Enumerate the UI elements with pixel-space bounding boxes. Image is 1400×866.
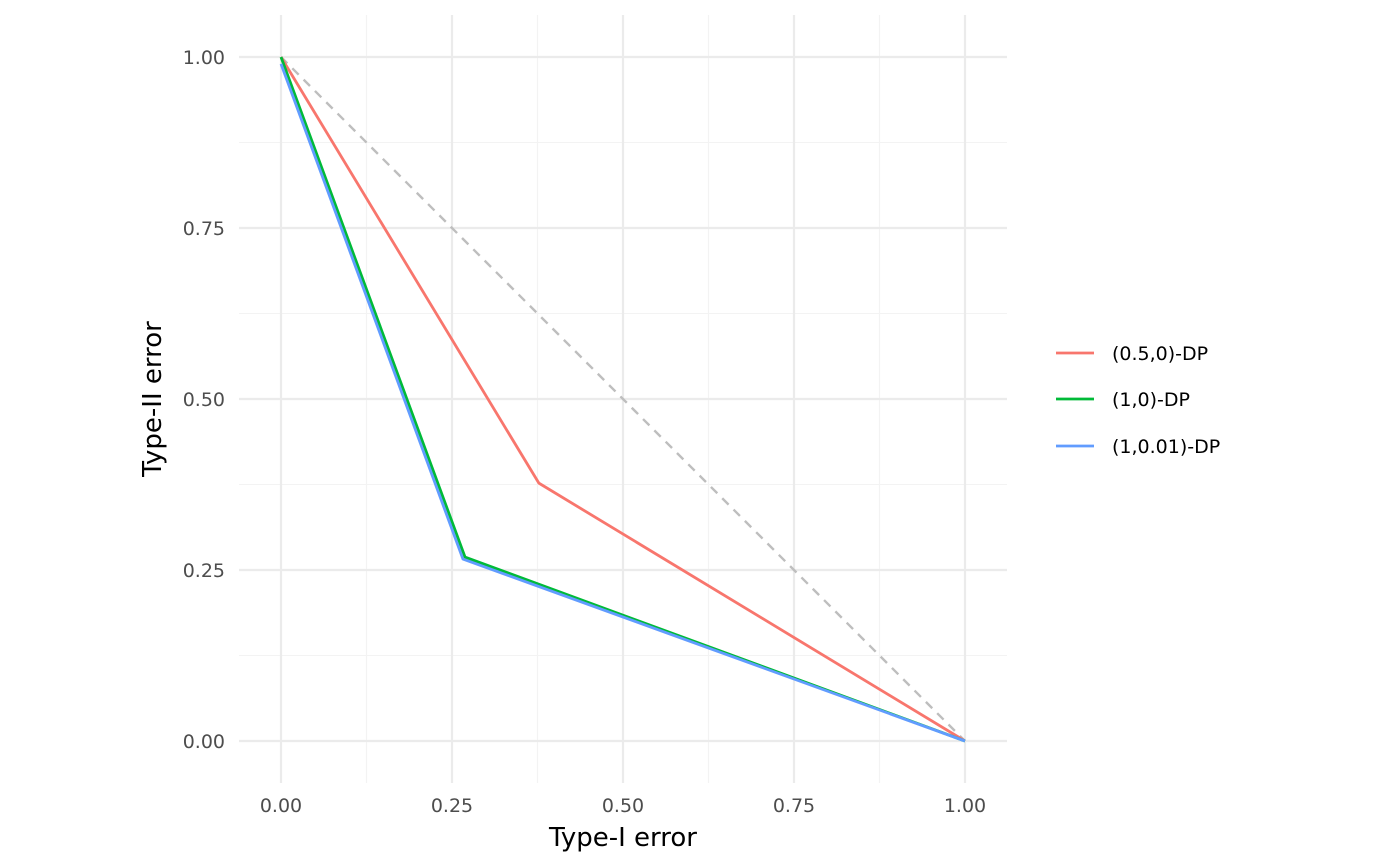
reference-diagonal-line	[280, 56, 966, 742]
y-tick-label: 0.25	[183, 560, 225, 582]
y-tick-label: 0.00	[183, 731, 225, 753]
x-tick-label: 0.25	[431, 795, 473, 817]
y-tick-labels: 0.00 0.25 0.50 0.75 1.00	[183, 47, 225, 753]
legend-label-0-5-0-dp: (0.5,0)-DP	[1112, 343, 1208, 365]
x-axis-title: Type-I error	[548, 823, 697, 853]
series-lines	[279, 56, 966, 743]
legend: (0.5,0)-DP (1,0)-DP (1,0.01)-DP	[1056, 343, 1220, 458]
legend-label-1-0-01-dp: (1,0.01)-DP	[1112, 436, 1220, 458]
major-gridlines	[239, 15, 1007, 783]
x-tick-label: 0.00	[260, 795, 302, 817]
x-tick-labels: 0.00 0.25 0.50 0.75 1.00	[260, 795, 986, 817]
series-line-0-5-0-dp	[279, 56, 966, 743]
series-line-1-0-01-dp	[279, 63, 966, 743]
x-tick-label: 1.00	[944, 795, 986, 817]
legend-label-1-0-dp: (1,0)-DP	[1112, 389, 1190, 411]
y-tick-label: 1.00	[183, 47, 225, 69]
y-axis-title: Type-II error	[138, 321, 168, 478]
reference-line-group	[280, 56, 966, 742]
x-tick-label: 0.50	[602, 795, 644, 817]
y-tick-label: 0.75	[183, 218, 225, 240]
y-tick-label: 0.50	[183, 389, 225, 411]
x-tick-label: 0.75	[773, 795, 815, 817]
